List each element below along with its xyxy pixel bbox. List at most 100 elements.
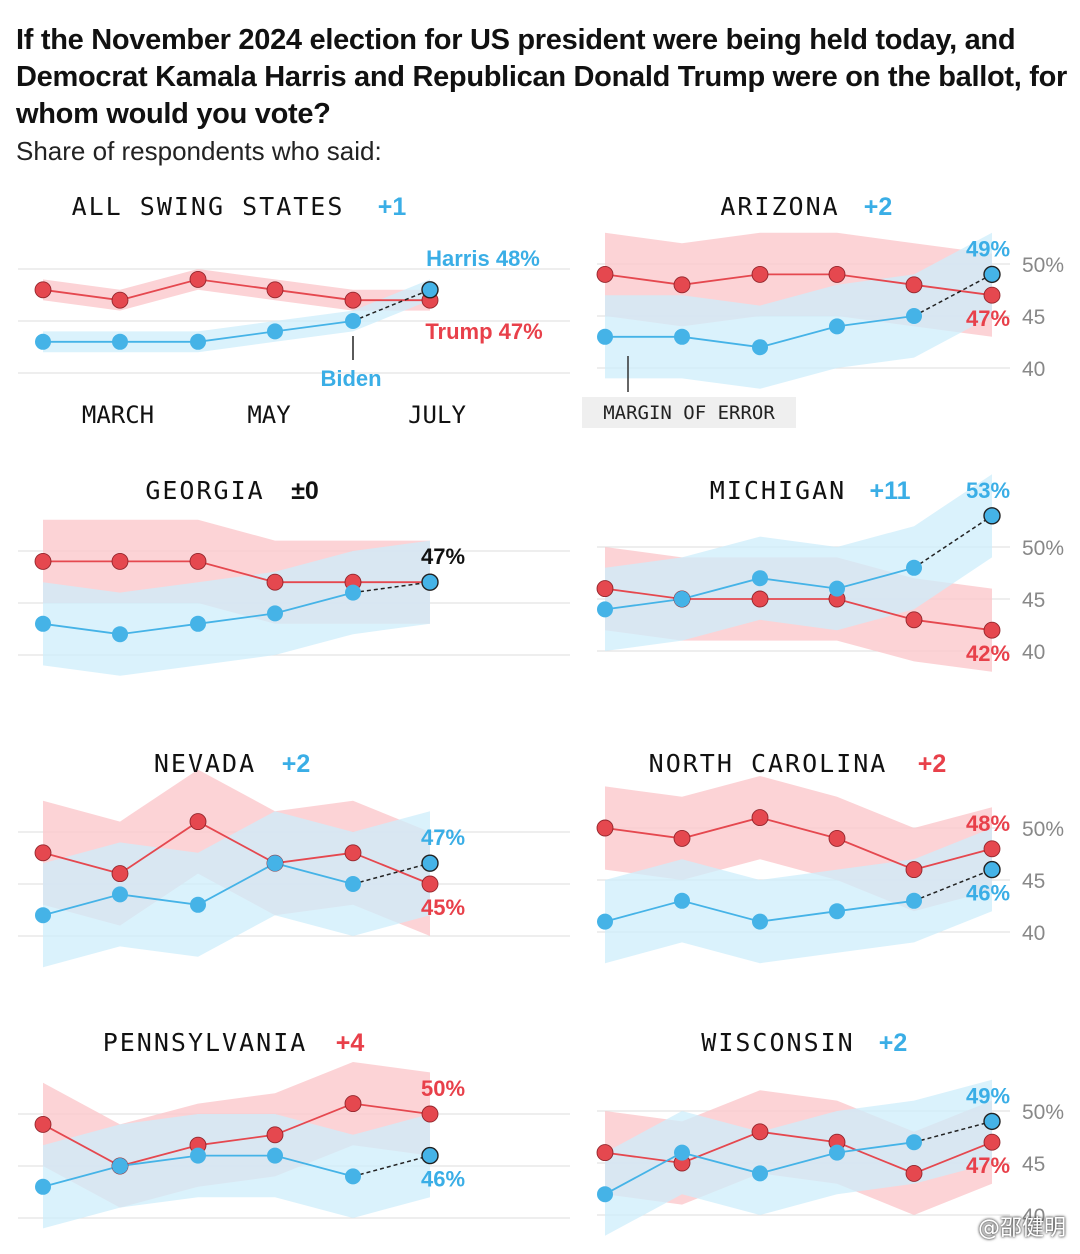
trump-point (111, 552, 129, 570)
harris-margin-band (605, 1079, 992, 1236)
harris-point (752, 339, 768, 356)
trump-line-end (913, 1141, 993, 1175)
harris-point (983, 265, 1001, 284)
panel-lead: +2 (879, 1029, 908, 1057)
harris-point (35, 1178, 51, 1195)
trump-point (266, 573, 284, 591)
harris-point (674, 892, 690, 909)
biden-to-harris-connector (913, 868, 993, 902)
harris-point (421, 1146, 439, 1165)
panel-north-carolina: 50% 45 40 NORTH CAROLINA +2 46% 48% (596, 749, 1064, 964)
y-tick-label: 50% (1022, 818, 1064, 841)
harris-point (597, 1186, 613, 1203)
biden-to-harris-connector (352, 581, 431, 594)
trump-point (596, 1144, 614, 1162)
panel-pennsylvania: PENNSYLVANIA +4 46% 50% (18, 1028, 570, 1229)
panel-lead: +2 (282, 750, 311, 778)
harris-point (421, 281, 439, 299)
harris-point (190, 1147, 206, 1164)
harris-point (190, 333, 206, 350)
harris-point (674, 1144, 690, 1161)
harris-end-label: Harris 48% (426, 246, 540, 271)
harris-end-label: 53% (966, 478, 1010, 503)
harris-point (112, 1158, 128, 1174)
panel-georgia: GEORGIA ±0 47% (18, 476, 570, 676)
trump-point (596, 580, 614, 598)
panel-title: NORTH CAROLINA (649, 749, 888, 778)
trump-point (34, 281, 52, 299)
harris-end-label: 47% (421, 825, 465, 850)
x-tick-label: MAY (247, 401, 291, 429)
panel-title: WISCONSIN (701, 1028, 854, 1057)
harris-point (906, 892, 922, 909)
harris-point (752, 913, 768, 930)
tie-end-label: 47% (421, 544, 465, 569)
y-tick-label: 45 (1022, 589, 1045, 612)
trump-point (983, 1133, 1001, 1151)
harris-point (597, 913, 613, 930)
trump-line-end (352, 1102, 431, 1115)
trump-point (34, 844, 52, 862)
panel-all-swing-states: ALL SWING STATES +1 Harris 48% Trump 47% Bid… (18, 192, 570, 429)
harris-point (906, 308, 922, 324)
trump-end-label: 47% (966, 306, 1010, 331)
harris-point (829, 580, 845, 597)
harris-point (35, 907, 51, 924)
harris-margin-band (605, 232, 992, 389)
harris-point (829, 1144, 845, 1161)
trump-point (828, 829, 846, 847)
chart-subtitle: Share of respondents who said: (16, 136, 382, 166)
trump-margin-band (43, 269, 430, 311)
harris-point (267, 1147, 283, 1164)
y-tick-label: 50% (1022, 537, 1064, 560)
trump-point (751, 590, 769, 608)
trump-point (34, 1115, 52, 1133)
trump-point (905, 276, 923, 294)
harris-point (906, 559, 922, 576)
trump-end-label: 47% (966, 1153, 1010, 1178)
margin-label-bg (582, 397, 796, 428)
biden-to-harris-connector (352, 1154, 431, 1178)
harris-margin-band (43, 811, 430, 968)
trump-point (421, 1105, 439, 1123)
harris-point (190, 896, 206, 913)
harris-margin-band (43, 540, 430, 676)
x-tick-label: JULY (408, 401, 466, 429)
trump-point (344, 291, 362, 309)
panel-michigan: 50% 45 40 MICHIGAN +11 53% 42% (596, 474, 1064, 672)
harris-point (674, 591, 690, 607)
trump-point (34, 552, 52, 570)
y-tick-label: 45 (1022, 306, 1045, 329)
trump-point (266, 1126, 284, 1144)
harris-point (190, 615, 206, 632)
harris-point (597, 328, 613, 345)
y-tick-label: 50% (1022, 254, 1064, 277)
trump-point (905, 1164, 923, 1182)
harris-point (267, 323, 283, 340)
trump-point (751, 1123, 769, 1141)
trump-line-end (913, 847, 993, 871)
biden-to-harris-connector (352, 862, 431, 885)
trump-line-end (352, 851, 431, 885)
biden-to-harris-connector (913, 273, 993, 317)
trump-point (983, 621, 1001, 639)
harris-point (345, 1168, 361, 1185)
trump-point (189, 813, 207, 831)
harris-margin-band (43, 1114, 430, 1229)
harris-point (421, 854, 439, 872)
harris-point (345, 313, 361, 329)
panel-title: MICHIGAN (710, 476, 846, 505)
trump-end-label: 50% (421, 1076, 465, 1101)
trump-point (983, 840, 1001, 858)
y-tick-label: 40 (1022, 641, 1045, 664)
harris-point (983, 860, 1001, 879)
biden-label: Biden (320, 366, 381, 391)
trump-point (751, 809, 769, 827)
trump-line-end (913, 283, 993, 297)
harris-point (112, 886, 128, 903)
y-tick-label: 50% (1022, 1101, 1064, 1124)
trump-point (673, 829, 691, 847)
trump-end-label: 45% (421, 895, 465, 920)
trump-point (983, 286, 1001, 304)
